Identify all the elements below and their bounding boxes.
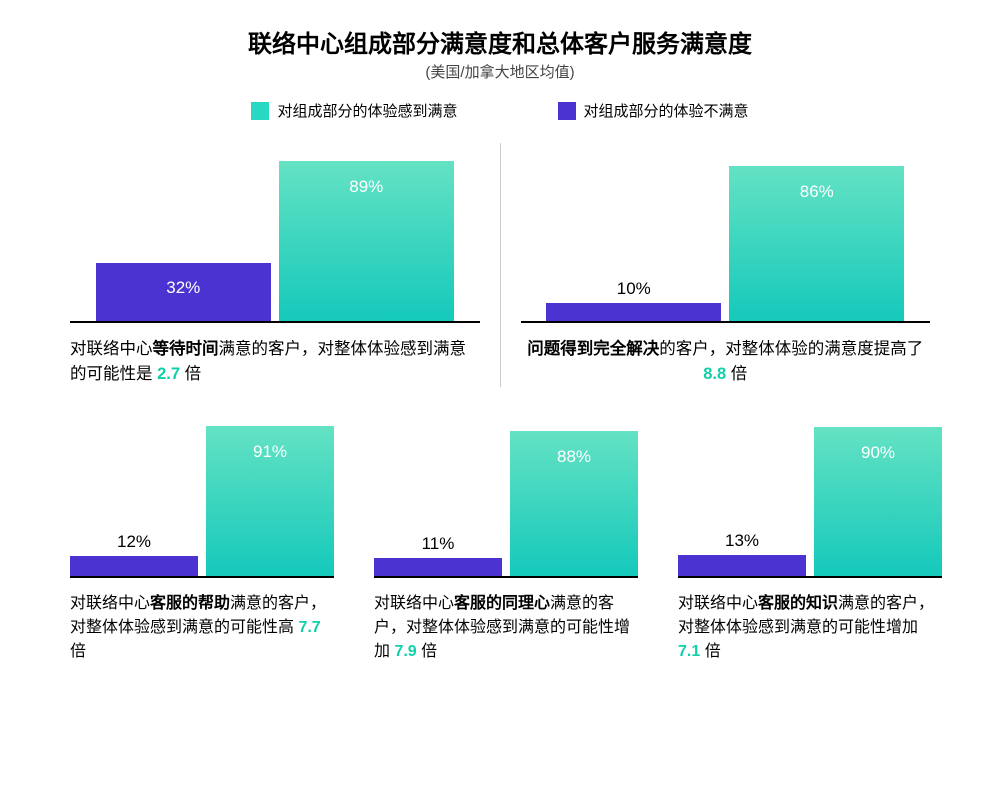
bar-label-satisfied: 91%	[206, 426, 334, 470]
chart-caption: 问题得到完全解决的客户，对整体体验的满意度提高了 8.8 倍	[521, 337, 931, 387]
bar-label-satisfied: 89%	[279, 161, 454, 205]
bar-label-dissatisfied: 10%	[546, 279, 721, 303]
multiplier-value: 7.7	[298, 619, 320, 636]
bottom-row: 12% 91% 对联络中心客服的帮助满意的客户，对整体体验感到满意的可能性高 7.7…	[50, 413, 950, 664]
bar-dissatisfied: 32%	[96, 263, 271, 321]
chart-panel: 10% 86% 问题得到完全解决的客户，对整体体验的满意度提高了 8.8 倍	[501, 143, 951, 387]
bar-label-satisfied: 86%	[729, 166, 904, 210]
bar-chart: 11% 88%	[374, 413, 638, 578]
bar-dissatisfied	[70, 556, 198, 576]
bar-label-dissatisfied: 11%	[374, 534, 502, 558]
bar-label-dissatisfied: 13%	[678, 531, 806, 555]
bar-label-satisfied: 88%	[510, 431, 638, 475]
bar-chart: 10% 86%	[521, 143, 931, 323]
top-row: 32% 89% 对联络中心等待时间满意的客户，对整体体验感到满意的可能性是 2.7 …	[50, 143, 950, 387]
bar-dissatisfied	[678, 555, 806, 576]
legend: 对组成部分的体验感到满意 对组成部分的体验不满意	[50, 100, 950, 121]
chart-caption: 对联络中心等待时间满意的客户，对整体体验感到满意的可能性是 2.7 倍	[70, 337, 480, 387]
chart-caption: 对联络中心客服的同理心满意的客户，对整体体验感到满意的可能性增加 7.9 倍	[374, 592, 638, 664]
bar-label-satisfied: 90%	[814, 427, 942, 471]
multiplier-value: 7.9	[394, 643, 416, 660]
header: 联络中心组成部分满意度和总体客户服务满意度 (美国/加拿大地区均值)	[50, 24, 950, 82]
bar-satisfied: 90%	[814, 427, 942, 576]
bar-dissatisfied	[374, 558, 502, 576]
bar-chart: 13% 90%	[678, 413, 942, 578]
multiplier-value: 8.8	[703, 365, 726, 383]
chart-caption: 对联络中心客服的知识满意的客户，对整体体验感到满意的可能性增加 7.1 倍	[678, 592, 942, 664]
legend-swatch-dissatisfied	[558, 102, 576, 120]
chart-panel: 32% 89% 对联络中心等待时间满意的客户，对整体体验感到满意的可能性是 2.7 …	[50, 143, 501, 387]
page-subtitle: (美国/加拿大地区均值)	[50, 61, 950, 82]
multiplier-value: 2.7	[157, 365, 180, 383]
bar-satisfied: 89%	[279, 161, 454, 321]
legend-label-satisfied: 对组成部分的体验感到满意	[277, 100, 457, 121]
legend-dissatisfied: 对组成部分的体验不满意	[558, 100, 749, 121]
chart-caption: 对联络中心客服的帮助满意的客户，对整体体验感到满意的可能性高 7.7 倍	[70, 592, 334, 664]
bar-satisfied: 91%	[206, 426, 334, 576]
chart-panel: 12% 91% 对联络中心客服的帮助满意的客户，对整体体验感到满意的可能性高 7.7…	[50, 413, 354, 664]
page-title: 联络中心组成部分满意度和总体客户服务满意度	[50, 24, 950, 59]
bar-dissatisfied	[546, 303, 721, 321]
bar-satisfied: 88%	[510, 431, 638, 576]
bar-satisfied: 86%	[729, 166, 904, 321]
legend-label-dissatisfied: 对组成部分的体验不满意	[584, 100, 749, 121]
bar-label-dissatisfied: 12%	[70, 532, 198, 556]
bar-label-dissatisfied: 32%	[96, 278, 271, 306]
legend-swatch-satisfied	[251, 102, 269, 120]
bar-chart: 32% 89%	[70, 143, 480, 323]
bar-chart: 12% 91%	[70, 413, 334, 578]
multiplier-value: 7.1	[678, 643, 700, 660]
chart-panel: 11% 88% 对联络中心客服的同理心满意的客户，对整体体验感到满意的可能性增加 7…	[354, 413, 658, 664]
legend-satisfied: 对组成部分的体验感到满意	[251, 100, 457, 121]
chart-panel: 13% 90% 对联络中心客服的知识满意的客户，对整体体验感到满意的可能性增加 7.…	[658, 413, 962, 664]
